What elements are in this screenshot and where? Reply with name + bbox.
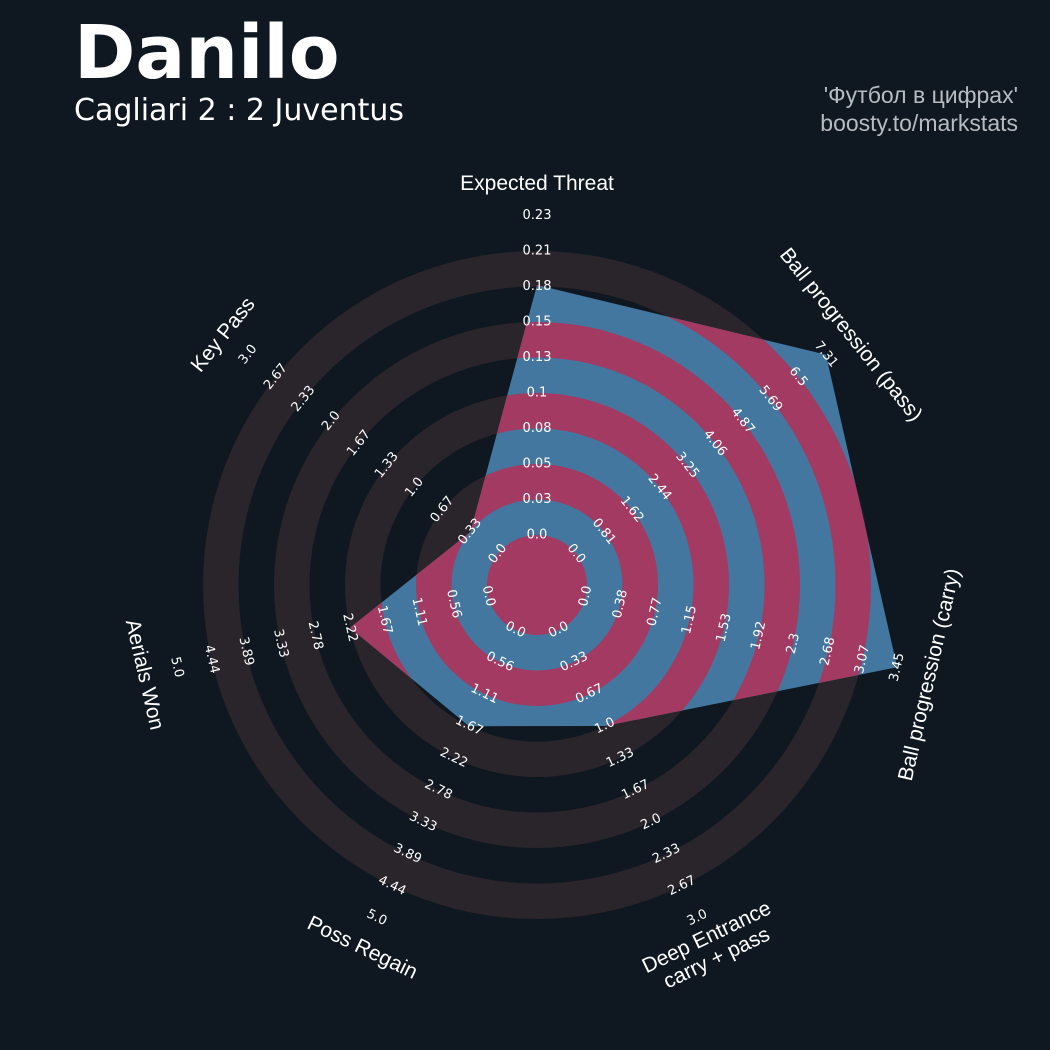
credit-line: 'Футбол в цифрах' [823, 82, 1018, 108]
tick-label: 0.0 [479, 584, 498, 608]
tick-label: 1.67 [374, 604, 395, 636]
axis-label-line: Ball progression (carry) [894, 566, 965, 783]
tick-label: 3.45 [887, 651, 908, 683]
axis-label: Poss Regain [304, 911, 421, 983]
data-polygon-band [487, 535, 587, 635]
tick-label: 0.56 [443, 588, 464, 620]
axis-label-line: Poss Regain [304, 911, 421, 983]
tick-label: 0.23 [523, 208, 552, 223]
tick-label: 0.0 [527, 528, 548, 543]
tick-label: 5.0 [167, 655, 186, 679]
tick-label: 1.15 [679, 604, 700, 636]
tick-label: 0.77 [644, 596, 665, 628]
tick-label: 0.18 [523, 279, 552, 294]
data-polygon-band [416, 464, 658, 706]
tick-label: 0.15 [523, 315, 552, 330]
data-polygon-bands [350, 285, 871, 727]
tick-label: 1.53 [714, 612, 735, 644]
axis-label-line: Aerials Won [121, 617, 169, 732]
tick-label: 3.0 [236, 342, 261, 368]
tick-label: 2.3 [784, 632, 803, 656]
tick-label: 3.07 [852, 644, 873, 676]
tick-label: 1.11 [408, 596, 429, 628]
tick-label: 0.08 [523, 421, 552, 436]
tick-label: 2.78 [305, 620, 326, 652]
tick-label: 0.13 [523, 350, 552, 365]
match-score: Cagliari 2 : 2 Juventus [74, 93, 405, 128]
tick-label: 3.33 [270, 628, 291, 660]
axis-label: Aerials Won [121, 617, 169, 732]
tick-label: 2.68 [817, 636, 838, 668]
tick-label: 0.1 [527, 386, 548, 401]
tick-label: 0.03 [523, 492, 552, 507]
tick-label: 3.89 [235, 636, 256, 668]
axis-label: Deep Entrancecarry + pass [639, 897, 785, 999]
axis-label-line: Expected Threat [460, 172, 614, 195]
tick-label: 0.0 [576, 584, 595, 608]
tick-label: 2.22 [339, 612, 360, 644]
axis-label: Ball progression (carry) [894, 566, 965, 783]
tick-label: 5.0 [364, 907, 389, 929]
tick-label: 1.92 [748, 620, 769, 652]
tick-label: 0.21 [523, 244, 552, 259]
player-name: Danilo [74, 10, 340, 96]
tick-label: 0.38 [610, 588, 631, 620]
tick-label: 0.05 [523, 457, 552, 472]
credit-url: boosty.to/markstats [820, 110, 1018, 136]
axis-label: Expected Threat [460, 172, 614, 195]
tick-label: 4.44 [201, 644, 222, 676]
